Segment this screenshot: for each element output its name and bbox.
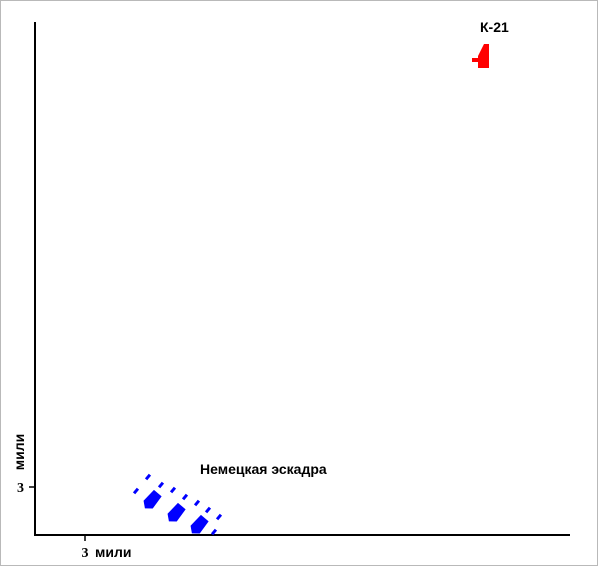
submarine-k21-marker: [472, 44, 489, 68]
squadron-ship: [190, 499, 223, 536]
submarine-label: К-21: [480, 19, 509, 35]
squadron-markers: [132, 473, 223, 536]
x-axis-unit: мили: [95, 544, 131, 560]
squadron-ship: [132, 473, 165, 509]
squadron-label: Немецкая эскадра: [200, 461, 327, 477]
squadron-ship: [167, 486, 189, 522]
x-tick-label: 3: [82, 546, 89, 561]
y-axis-unit: мили: [11, 434, 27, 470]
y-tick-label: 3: [17, 481, 24, 496]
